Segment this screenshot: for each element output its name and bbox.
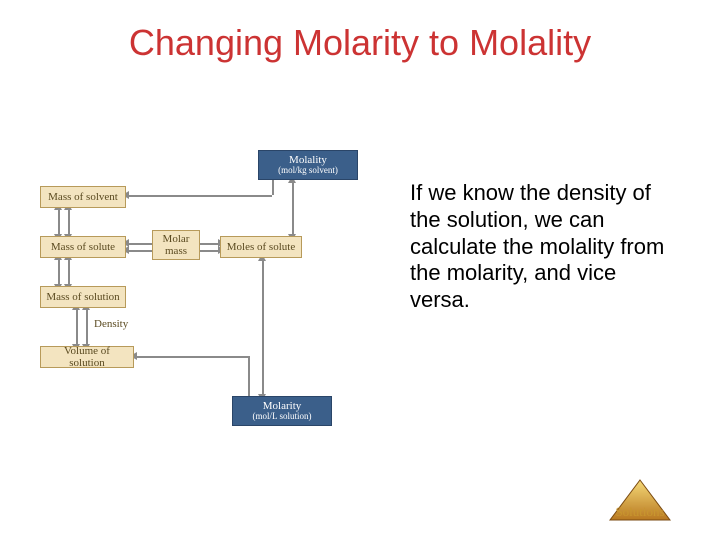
density-label: Density	[94, 318, 128, 330]
box-molarity: Molarity (mol/L solution)	[232, 396, 332, 426]
box-mass-solution: Mass of solution	[40, 286, 126, 308]
slide-title: Changing Molarity to Molality	[0, 0, 720, 64]
box-mass-solute: Mass of solute	[40, 236, 126, 258]
box-molality: Molality (mol/kg solvent)	[258, 150, 358, 180]
footer-badge: Solutions	[608, 478, 672, 520]
box-mass-solvent: Mass of solvent	[40, 186, 126, 208]
conversion-diagram: Density Mass of solvent Mass of solute M…	[40, 140, 400, 460]
box-volume-solution: Volume of solution	[40, 346, 134, 368]
footer-label: Solutions	[608, 504, 672, 520]
box-moles-solute: Moles of solute	[220, 236, 302, 258]
box-molar-mass: Molar mass	[152, 230, 200, 260]
body-paragraph: If we know the density of the solution, …	[410, 180, 670, 314]
